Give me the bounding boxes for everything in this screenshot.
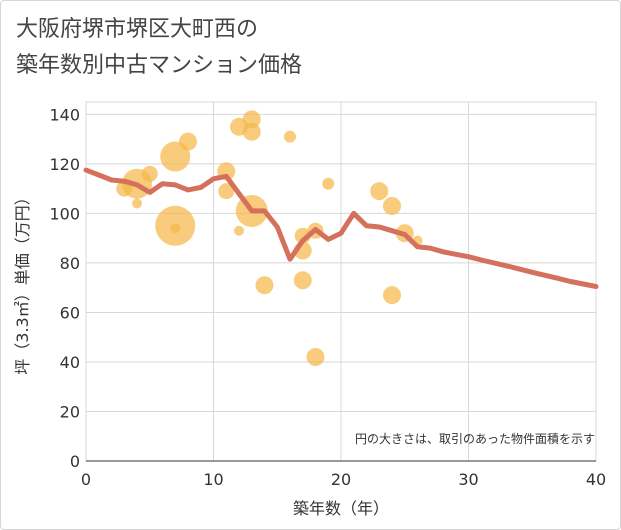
data-bubble [293, 271, 312, 290]
x-tick-label: 20 [331, 470, 351, 489]
y-axis-label: 坪（3.3㎡）単価（万円） [13, 189, 32, 374]
y-tick-label: 60 [60, 303, 80, 322]
data-bubble [383, 196, 401, 215]
data-bubble [218, 183, 235, 200]
data-bubble [370, 182, 389, 201]
chart-title: 大阪府堺市堺区大町西の 築年数別中古マンション価格 [16, 12, 302, 84]
trend-layer [83, 167, 599, 289]
x-tick-label: 30 [458, 470, 478, 489]
data-bubble [160, 141, 191, 172]
data-bubble [284, 130, 296, 143]
data-bubble [306, 348, 325, 367]
data-bubble [234, 225, 244, 236]
y-tick-label: 100 [49, 204, 80, 223]
data-bubble [242, 122, 261, 141]
data-bubble [383, 286, 401, 305]
y-tick-label: 140 [49, 105, 80, 124]
y-tick-label: 40 [60, 353, 80, 372]
chart-title-line-1: 大阪府堺市堺区大町西の [16, 17, 259, 42]
data-bubble [170, 223, 181, 234]
data-bubble [141, 165, 158, 182]
data-bubble [179, 132, 197, 151]
chart-title-line-2: 築年数別中古マンション価格 [16, 53, 303, 78]
trend-line [83, 167, 599, 289]
tick-layer: 0 20 40 60 80 100 120 140 0 10 20 30 40 [49, 105, 606, 489]
data-bubble [255, 276, 274, 295]
y-tick-label: 20 [60, 402, 80, 421]
data-bubble [242, 110, 261, 129]
y-tick-label: 0 [70, 452, 80, 471]
x-axis-label: 築年数（年） [293, 499, 389, 518]
x-tick-label: 10 [203, 470, 223, 489]
x-tick-label: 0 [81, 470, 91, 489]
y-tick-label: 120 [49, 155, 80, 174]
grid-layer [85, 101, 597, 462]
x-tick-label: 40 [586, 470, 606, 489]
size-note: 円の大きさは、取引のあった物件面積を示す [355, 431, 595, 446]
data-bubble [322, 177, 335, 190]
data-bubble [132, 198, 142, 209]
y-tick-label: 80 [60, 254, 80, 273]
